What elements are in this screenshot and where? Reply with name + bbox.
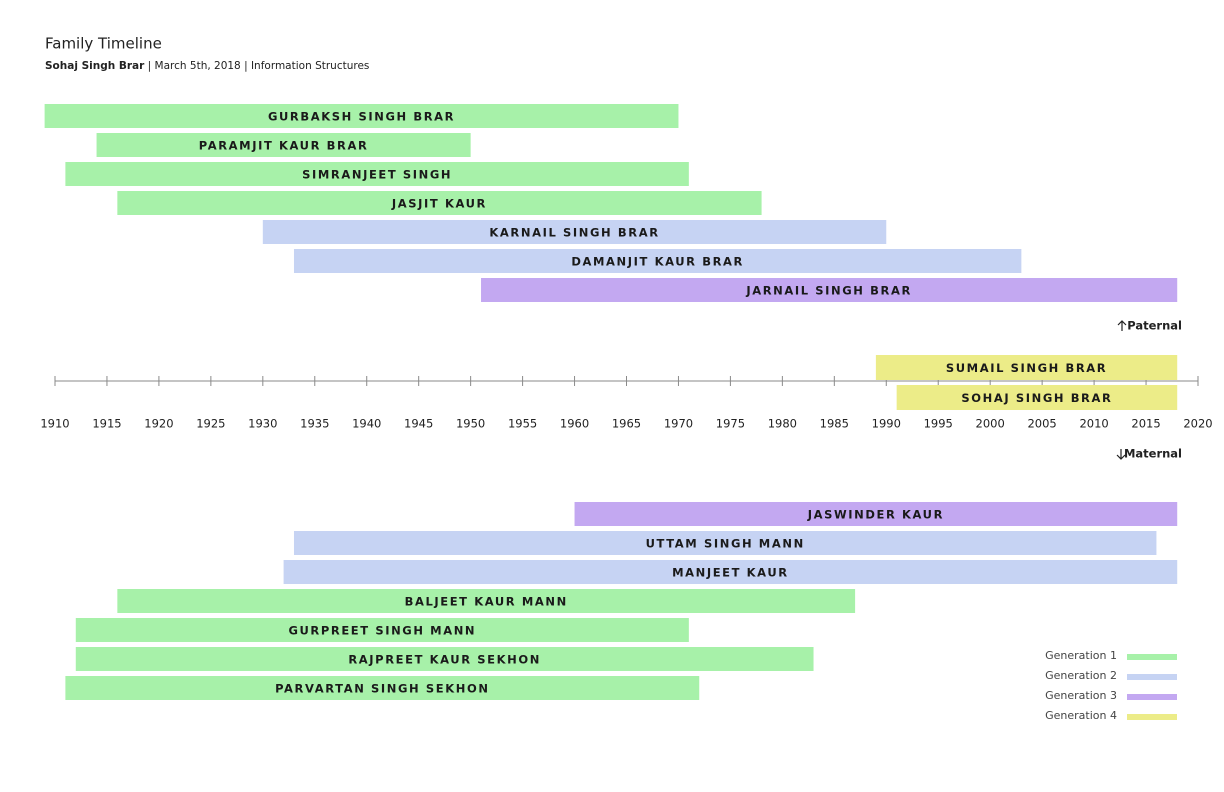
bar-label: UTTAM SINGH MANN <box>646 537 805 551</box>
x-tick-label: 1980 <box>768 417 797 431</box>
x-tick-label: 1930 <box>248 417 277 431</box>
x-tick-label: 1985 <box>820 417 849 431</box>
up-arrow <box>1117 320 1127 331</box>
bar <box>896 385 1178 410</box>
bar <box>44 104 679 128</box>
bar-label: DAMANJIT KAUR BRAR <box>571 255 744 269</box>
bar <box>481 278 1178 302</box>
bar <box>117 589 856 613</box>
bar-label: MANJEET KAUR <box>672 566 789 580</box>
bar <box>875 355 1178 380</box>
bar <box>283 560 1178 584</box>
down-arrow <box>1116 449 1126 460</box>
x-tick-label: 1940 <box>352 417 381 431</box>
bar <box>96 133 471 157</box>
x-tick-label: 1955 <box>508 417 537 431</box>
x-tick-label: 1915 <box>92 417 121 431</box>
author: Sohaj Singh Brar <box>45 60 145 72</box>
x-tick-label: 1960 <box>560 417 589 431</box>
bar-label: BALJEET KAUR MANN <box>405 595 568 609</box>
bar-label: GURPREET SINGH MANN <box>288 624 476 638</box>
bar <box>293 531 1157 555</box>
bar <box>65 162 689 186</box>
bar-label: GURBAKSH SINGH BRAR <box>268 110 455 124</box>
bar-label: SIMRANJEET SINGH <box>302 168 452 182</box>
x-tick-label: 1935 <box>300 417 329 431</box>
bar <box>75 647 814 671</box>
x-tick-label: 1995 <box>924 417 953 431</box>
bar <box>574 502 1178 526</box>
x-tick-label: 1950 <box>456 417 485 431</box>
group-label: Maternal <box>1124 447 1182 461</box>
bar-label: PARVARTAN SINGH SEKHON <box>275 682 490 696</box>
bar-label: JASJIT KAUR <box>391 197 487 211</box>
legend-label: Generation 1 <box>1045 649 1117 662</box>
bar-label: SOHAJ SINGH BRAR <box>961 391 1112 405</box>
bar <box>293 249 1022 273</box>
x-tick-label: 1965 <box>612 417 641 431</box>
x-tick-label: 2020 <box>1183 417 1212 431</box>
bar <box>65 676 700 700</box>
x-tick-label: 1990 <box>872 417 901 431</box>
chart-title: Family Timeline <box>45 35 162 53</box>
bar-label: PARAMJIT KAUR BRAR <box>199 139 369 153</box>
bar <box>75 618 689 642</box>
legend-label: Generation 2 <box>1045 669 1117 682</box>
bar-label: KARNAIL SINGH BRAR <box>489 226 659 240</box>
x-tick-label: 1920 <box>144 417 173 431</box>
group-label: Paternal <box>1127 319 1182 333</box>
x-tick-label: 2000 <box>976 417 1005 431</box>
bar-label: RAJPREET KAUR SEKHON <box>348 653 541 667</box>
bar <box>117 191 762 215</box>
x-tick-label: 1910 <box>40 417 69 431</box>
bar <box>262 220 887 244</box>
legend-swatch <box>1127 674 1177 680</box>
bar-label: JARNAIL SINGH BRAR <box>745 284 912 298</box>
x-tick-label: 2010 <box>1079 417 1108 431</box>
legend-label: Generation 4 <box>1045 709 1117 722</box>
bar-label: JASWINDER KAUR <box>807 508 944 522</box>
x-tick-label: 2015 <box>1131 417 1160 431</box>
subtitle-text: | March 5th, 2018 | Information Structur… <box>148 60 370 72</box>
subtitle: Sohaj Singh Brar | March 5th, 2018 | Inf… <box>45 60 369 72</box>
x-tick-label: 1975 <box>716 417 745 431</box>
legend-label: Generation 3 <box>1045 689 1117 702</box>
x-tick-label: 1945 <box>404 417 433 431</box>
x-tick-label: 2005 <box>1027 417 1056 431</box>
x-tick-label: 1970 <box>664 417 693 431</box>
legend-swatch <box>1127 654 1177 660</box>
legend-swatch <box>1127 694 1177 700</box>
bar-label: SUMAIL SINGH BRAR <box>946 361 1107 375</box>
legend-swatch <box>1127 714 1177 720</box>
x-tick-label: 1925 <box>196 417 225 431</box>
